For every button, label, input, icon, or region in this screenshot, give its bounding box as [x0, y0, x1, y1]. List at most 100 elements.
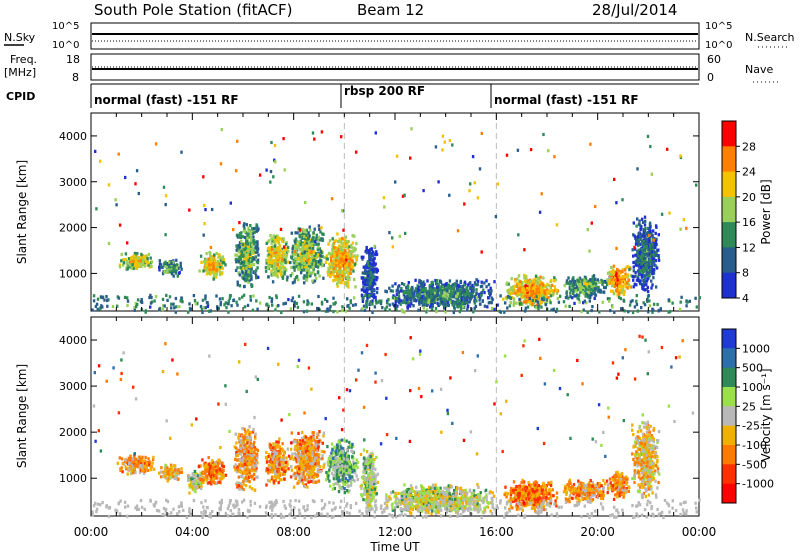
power-echo-cell [542, 298, 545, 302]
power-echo-cell [562, 300, 566, 304]
power-echo-cell [314, 252, 318, 256]
power-echo-cell [623, 289, 626, 293]
power-echo-cell [598, 310, 601, 314]
velocity-echo-cell [199, 471, 202, 475]
power-echo-cell [539, 275, 542, 279]
power-echo-cell [637, 241, 640, 245]
velocity-echo-cell [126, 459, 129, 463]
power-echo-cell [391, 236, 394, 240]
power-echo-cell [144, 310, 147, 314]
power-echo-cell [525, 274, 528, 278]
power-plot-frame [90, 112, 700, 312]
power-echo-cell [623, 282, 626, 286]
power-echo-cell [148, 265, 151, 269]
power-echo-cell [438, 296, 442, 300]
power-echo-cell [485, 285, 488, 289]
power-echo-cell [243, 226, 246, 230]
power-echo-cell [251, 226, 254, 231]
power-echo-cell [175, 268, 178, 272]
power-echo-cell [267, 275, 270, 279]
power-echo-cell [581, 281, 585, 285]
power-echo-cell [252, 239, 255, 243]
power-echo-cell [641, 234, 645, 238]
power-echo-cell [336, 282, 339, 286]
power-echo-cell [632, 275, 636, 279]
power-echo-cell [615, 289, 618, 293]
power-echo-cell [421, 299, 424, 303]
power-echo-cell [509, 296, 512, 300]
power-echo-cell [535, 287, 538, 292]
power-echo-cell [230, 304, 233, 308]
power-echo-cell [144, 260, 147, 264]
power-echo-cell [639, 242, 643, 246]
power-echo-cell [349, 301, 352, 305]
power-echo-cell [249, 237, 253, 242]
power-echo-cell [335, 248, 339, 253]
velocity-echo-cell [144, 464, 147, 468]
power-echo-cell [645, 266, 648, 270]
power-echo-cell [443, 288, 446, 292]
power-echo-cell [458, 294, 462, 298]
velocity-echo-cell [202, 464, 206, 468]
power-echo-cell [219, 258, 223, 262]
power-echo-cell [426, 291, 429, 295]
power-echo-cell [573, 294, 576, 298]
power-echo-cell [447, 289, 451, 293]
power-echo-cell [538, 280, 542, 284]
power-echo-cell [397, 297, 400, 301]
power-echo-cell [607, 281, 611, 285]
power-echo-cell [610, 265, 613, 270]
power-echo-cell [344, 264, 347, 268]
power-echo-cell [370, 285, 374, 289]
power-echo-cell [371, 299, 374, 303]
power-echo-cell [252, 294, 255, 298]
power-echo-cell [223, 303, 226, 307]
power-echo-cell [456, 229, 460, 233]
power-echo-cell [163, 270, 166, 274]
power-echo-cell [315, 276, 318, 280]
power-echo-cell [256, 240, 259, 244]
power-echo-cell [302, 255, 305, 259]
power-echo-cell [535, 306, 538, 310]
power-echo-cell [278, 270, 281, 274]
power-echo-cell [360, 255, 363, 259]
power-echo-cell [245, 277, 249, 281]
power-echo-cell [320, 237, 323, 241]
velocity-echo-cell [129, 465, 132, 469]
velocity-echo-cell [207, 462, 210, 466]
power-echo-cell [308, 252, 311, 256]
velocity-echo-cell [124, 458, 127, 462]
power-echo-cell [210, 265, 213, 270]
power-echo-cell [297, 244, 300, 248]
power-echo-cell [573, 287, 576, 291]
power-echo-cell [645, 273, 648, 277]
power-echo-cell [376, 276, 379, 280]
power-echo-cell [644, 280, 647, 284]
power-echo-cell [526, 279, 530, 283]
power-echo-cell [430, 295, 433, 299]
power-echo-cell [517, 289, 520, 293]
power-echo-cell [375, 252, 379, 256]
power-echo-cell [565, 281, 568, 285]
power-echo-cell [172, 302, 175, 306]
velocity-echo-cell [191, 472, 194, 476]
power-echo-cell [579, 285, 583, 289]
power-echo-cell [514, 279, 517, 283]
power-echo-cell [300, 260, 304, 264]
freq-tick-bottom: 8 [72, 71, 79, 84]
power-echo-cell [660, 212, 664, 216]
power-echo-cell [95, 302, 99, 306]
power-echo-cell [347, 281, 350, 285]
velocity-echo-cell [211, 466, 215, 470]
power-echo-cell [694, 296, 697, 300]
power-echo-cell [526, 305, 530, 309]
power-echo-cell [340, 245, 343, 249]
power-echo-cell [228, 296, 232, 300]
power-echo-cell [614, 280, 617, 284]
power-echo-cell [530, 293, 533, 297]
power-echo-cell [241, 242, 245, 246]
power-echo-cell [593, 296, 596, 300]
power-echo-cell [296, 231, 299, 235]
power-echo-cell [276, 256, 279, 260]
